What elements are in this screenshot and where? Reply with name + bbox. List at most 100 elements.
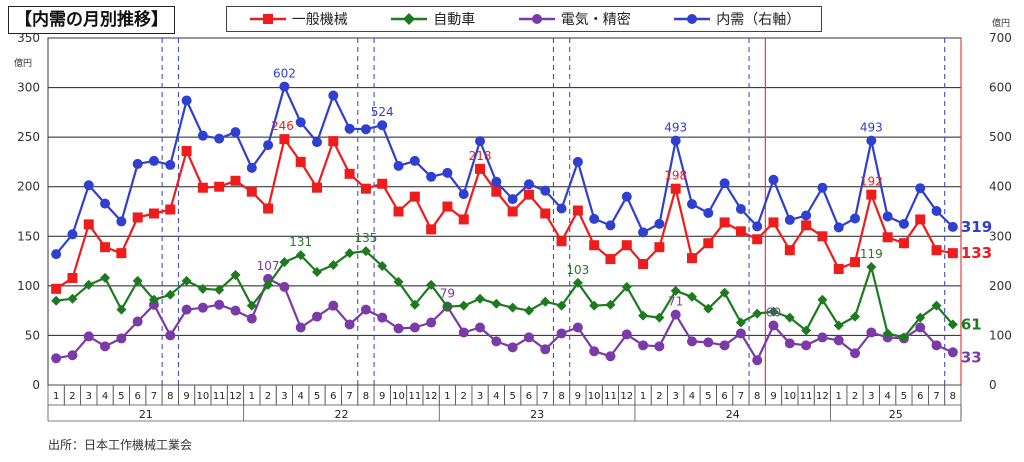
point-total (523, 179, 534, 190)
point-auto (377, 261, 388, 272)
point-general (540, 208, 551, 219)
point-general (686, 253, 697, 264)
y-tick-right: 0 (989, 378, 997, 392)
data-label-auto: 61 (961, 316, 982, 334)
point-general (703, 238, 714, 249)
point-auto (670, 285, 681, 296)
x-tick-month: 6 (330, 391, 336, 402)
point-auto (51, 295, 62, 306)
point-elec (523, 332, 534, 343)
x-tick-month: 7 (542, 391, 548, 402)
data-label-total: 602 (273, 67, 296, 81)
y-tick-left: 50 (25, 328, 40, 342)
legend-label-general: 一般機械 (291, 12, 348, 28)
point-auto (866, 262, 877, 273)
point-total (654, 218, 665, 229)
x-tick-month: 2 (461, 391, 467, 402)
month-cell (944, 384, 962, 406)
point-elec (165, 330, 176, 341)
x-tick-month: 1 (249, 391, 255, 402)
point-total (719, 178, 730, 189)
point-general (523, 189, 534, 200)
point-elec (735, 328, 746, 339)
point-auto (181, 275, 192, 286)
point-total (768, 174, 779, 185)
point-general (360, 183, 371, 194)
x-tick-month: 8 (363, 391, 369, 402)
point-total (850, 213, 861, 224)
x-tick-month: 4 (102, 391, 108, 402)
point-auto (686, 291, 697, 302)
point-total (638, 227, 649, 238)
point-elec (589, 346, 600, 357)
x-tick-month: 8 (754, 391, 760, 402)
x-tick-month: 5 (118, 391, 124, 402)
point-total (670, 135, 681, 146)
point-auto (833, 320, 844, 331)
point-auto (165, 289, 176, 300)
x-tick-month: 2 (265, 391, 271, 402)
point-auto (67, 293, 78, 304)
point-total (360, 124, 371, 135)
point-total (752, 221, 763, 232)
x-tick-year: 22 (334, 408, 348, 421)
point-total (295, 117, 306, 128)
point-auto (556, 300, 567, 311)
point-elec (719, 340, 730, 351)
point-elec (703, 337, 714, 348)
point-general (507, 206, 518, 217)
x-tick-month: 12 (425, 391, 438, 402)
point-general (638, 259, 649, 270)
point-general (197, 182, 208, 193)
point-total (686, 199, 697, 210)
point-general (344, 168, 355, 179)
y-tick-left: 350 (17, 31, 40, 45)
point-elec (947, 347, 958, 358)
point-auto (148, 294, 159, 305)
legend-label-elec: 電気・精密 (560, 12, 631, 28)
point-elec (360, 304, 371, 315)
point-general (279, 134, 290, 145)
data-label-auto: 131 (289, 235, 312, 249)
point-total (312, 137, 323, 148)
point-total (214, 133, 225, 144)
point-auto (801, 325, 812, 336)
point-elec (132, 316, 143, 327)
point-auto (654, 312, 665, 323)
x-tick-month: 3 (673, 391, 679, 402)
x-tick-month: 10 (392, 391, 405, 402)
data-label-general: 192 (860, 175, 883, 189)
x-tick-month: 4 (493, 391, 499, 402)
point-total (784, 214, 795, 225)
unit-right: 億円 (992, 19, 1011, 29)
x-tick-year: 21 (139, 408, 153, 421)
point-total (556, 203, 567, 214)
point-auto (947, 319, 958, 330)
point-elec (328, 300, 339, 311)
point-elec (491, 336, 502, 347)
point-general (246, 186, 257, 197)
point-total (833, 222, 844, 233)
point-general (572, 205, 583, 216)
point-general (915, 214, 926, 225)
point-elec (752, 355, 763, 366)
point-general (752, 234, 763, 245)
x-tick-month: 7 (151, 391, 157, 402)
point-elec (214, 299, 225, 310)
point-total (801, 210, 812, 221)
point-general (491, 186, 502, 197)
point-elec (426, 317, 437, 328)
x-tick-month: 3 (86, 391, 92, 402)
point-auto (295, 250, 306, 261)
point-elec (67, 350, 78, 361)
point-auto (279, 257, 290, 268)
legend-swatch-auto (391, 13, 428, 25)
point-auto (426, 279, 437, 290)
point-total (475, 136, 486, 147)
legend: 一般機械 自動車 電気・精密 内需（右軸） (226, 6, 822, 32)
data-label-elec: 79 (440, 287, 455, 301)
point-total (817, 182, 828, 193)
source-note: 出所：日本工作機械工業会 (48, 438, 193, 452)
point-total (377, 120, 388, 131)
point-elec (638, 340, 649, 351)
